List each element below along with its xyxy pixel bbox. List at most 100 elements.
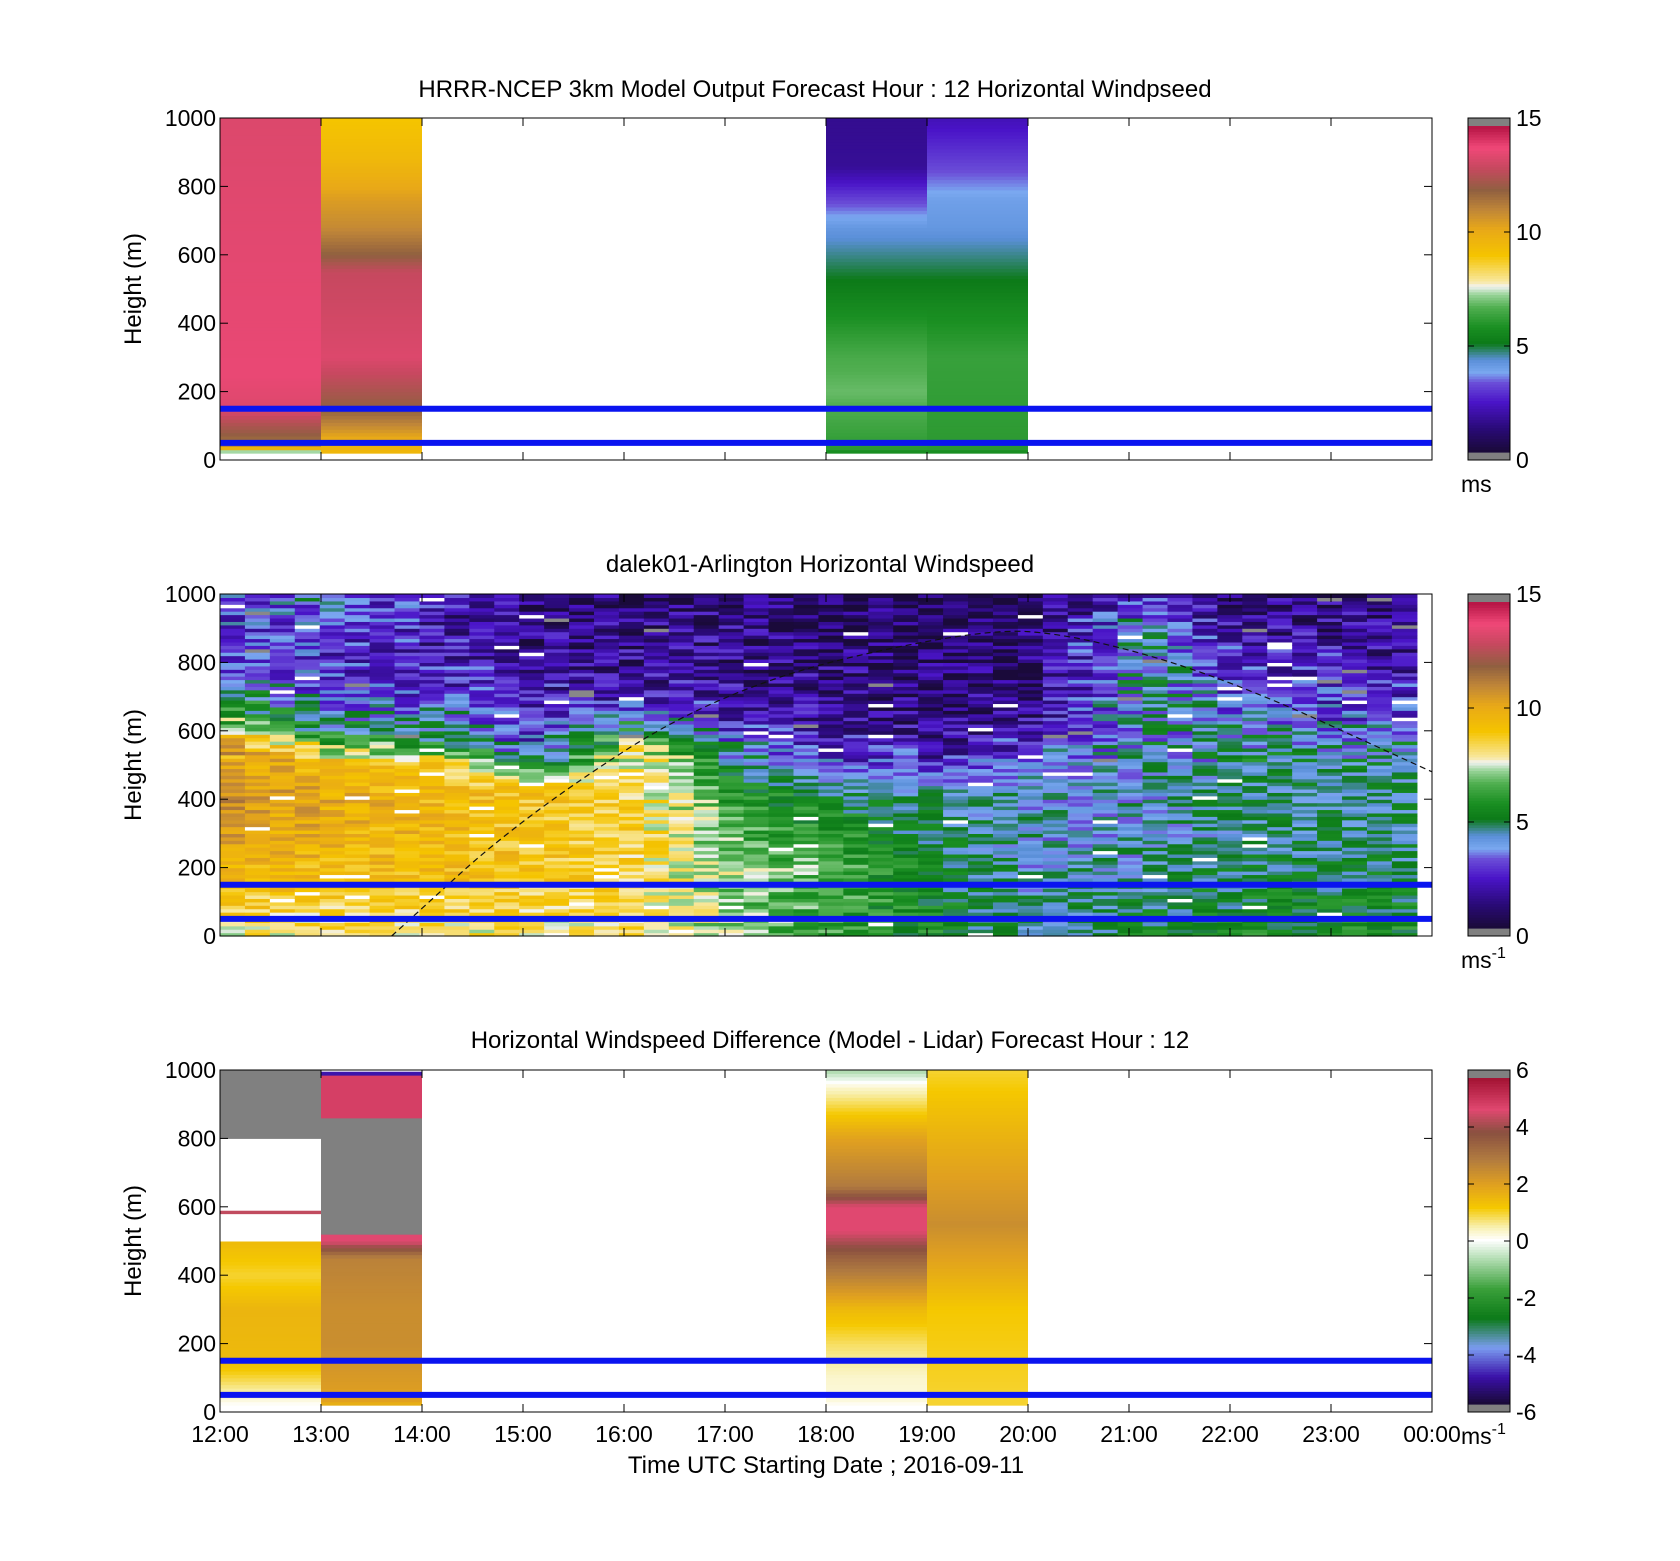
heatmap-cell	[369, 929, 396, 934]
heatmap-cell	[968, 795, 994, 800]
heatmap-cell	[1117, 792, 1144, 797]
heatmap-cell	[1192, 652, 1218, 657]
heatmap-cell	[1192, 891, 1218, 896]
heatmap-cell	[793, 874, 820, 879]
heatmap-cell	[1092, 730, 1119, 735]
colorbar-segment	[1468, 340, 1510, 344]
heatmap-cell	[927, 237, 1028, 242]
heatmap-cell	[220, 377, 321, 382]
heatmap-cell	[1292, 922, 1318, 927]
heatmap-cell	[321, 118, 422, 122]
colorbar-segment	[1468, 327, 1510, 331]
heatmap-cell	[220, 182, 321, 187]
heatmap-cell	[743, 751, 770, 756]
heatmap-cell	[220, 412, 321, 417]
heatmap-cell	[668, 720, 695, 725]
colorbar-segment	[1468, 204, 1510, 209]
heatmap-cell	[544, 775, 570, 780]
heatmap-cell	[1042, 891, 1069, 896]
heatmap-cell	[927, 213, 1028, 218]
heatmap-cell	[968, 785, 994, 790]
heatmap-cell	[618, 641, 645, 646]
heatmap-cell	[1167, 741, 1194, 746]
heatmap-cell	[344, 669, 371, 674]
heatmap-cell	[818, 669, 844, 674]
heatmap-cell	[220, 652, 246, 657]
heatmap-cell	[321, 121, 422, 126]
heatmap-cell	[244, 898, 271, 903]
heatmap-cell	[1242, 778, 1268, 783]
heatmap-cell	[1092, 806, 1119, 811]
heatmap-cell	[1017, 628, 1044, 633]
heatmap-cell	[826, 193, 927, 198]
heatmap-cell	[1092, 775, 1119, 780]
heatmap-cell	[1217, 761, 1243, 766]
heatmap-cell	[718, 765, 745, 770]
heatmap-cell	[1167, 775, 1194, 780]
heatmap-cell	[1017, 864, 1044, 869]
colorbar-segment	[1468, 139, 1510, 143]
heatmap-cell	[918, 741, 944, 746]
heatmap-cell	[369, 932, 396, 937]
heatmap-cell	[469, 860, 495, 865]
heatmap-cell	[294, 809, 321, 814]
heatmap-cell	[469, 734, 495, 739]
heatmap-cell	[743, 703, 770, 708]
heatmap-cell	[826, 176, 927, 181]
heatmap-cell	[743, 795, 770, 800]
heatmap-cell	[321, 230, 422, 235]
heatmap-cell	[668, 624, 695, 629]
heatmap-cell	[826, 432, 927, 437]
colorbar-segment	[1468, 212, 1510, 217]
heatmap-cell	[321, 412, 422, 417]
heatmap-cell	[1217, 864, 1243, 869]
heatmap-cell	[344, 847, 371, 852]
heatmap-cell	[220, 124, 321, 129]
heatmap-cell	[469, 888, 495, 893]
heatmap-cell	[668, 901, 695, 906]
heatmap-cell	[968, 662, 994, 667]
heatmap-cell	[1292, 795, 1318, 800]
heatmap-cell	[1017, 853, 1044, 858]
heatmap-cell	[893, 703, 919, 708]
heatmap-cell	[1092, 853, 1119, 858]
heatmap-cell	[927, 138, 1028, 143]
heatmap-cell	[618, 894, 645, 899]
heatmap-cell	[927, 258, 1028, 263]
heatmap-cell	[319, 819, 346, 824]
heatmap-cell	[1042, 672, 1069, 677]
heatmap-cell	[444, 751, 470, 756]
heatmap-cell	[968, 696, 994, 701]
heatmap-cell	[643, 658, 670, 663]
heatmap-cell	[668, 891, 695, 896]
heatmap-cell	[1242, 912, 1268, 917]
heatmap-cell	[668, 669, 695, 674]
heatmap-cell	[826, 247, 927, 252]
heatmap-cell	[269, 727, 296, 732]
heatmap-cell	[1192, 717, 1218, 722]
heatmap-cell	[768, 624, 795, 629]
heatmap-cell	[1142, 867, 1169, 872]
heatmap-cell	[943, 645, 969, 650]
heatmap-cell	[469, 741, 495, 746]
heatmap-cell	[1292, 617, 1318, 622]
heatmap-cell	[544, 908, 570, 913]
heatmap-cell	[992, 765, 1019, 770]
heatmap-cell	[992, 867, 1019, 872]
heatmap-cell	[868, 792, 894, 797]
heatmap-cell	[1167, 693, 1194, 698]
heatmap-cell	[369, 658, 396, 663]
heatmap-cell	[321, 141, 422, 146]
heatmap-cell	[968, 631, 994, 636]
heatmap-cell	[444, 628, 470, 633]
heatmap-cell	[793, 734, 820, 739]
heatmap-cell	[743, 624, 770, 629]
heatmap-cell	[618, 717, 645, 722]
heatmap-cell	[1192, 658, 1218, 663]
heatmap-cell	[220, 597, 246, 602]
heatmap-cell	[943, 829, 969, 834]
heatmap-cell	[718, 908, 745, 913]
heatmap-cell	[394, 823, 421, 828]
heatmap-cell	[818, 696, 844, 701]
y-tick-label: 0	[203, 447, 216, 473]
